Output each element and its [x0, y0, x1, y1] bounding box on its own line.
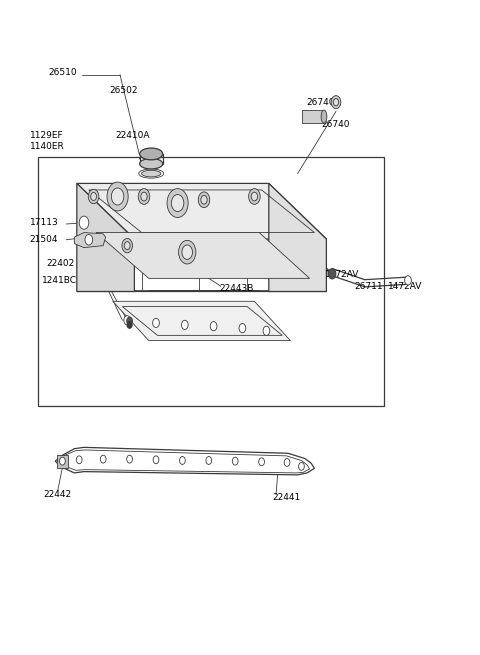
Text: 1129EF: 1129EF — [30, 131, 63, 140]
Text: 17113: 17113 — [30, 218, 59, 227]
Circle shape — [180, 457, 185, 464]
Bar — [302, 110, 324, 123]
Circle shape — [122, 238, 132, 253]
Text: 1241BC: 1241BC — [42, 276, 77, 285]
Bar — [57, 455, 68, 468]
Circle shape — [284, 458, 290, 466]
Text: 26502: 26502 — [109, 86, 138, 95]
Text: 26740B: 26740B — [306, 98, 341, 107]
Text: 22410A: 22410A — [115, 131, 150, 140]
Text: 1472AV: 1472AV — [325, 270, 360, 279]
Circle shape — [88, 189, 99, 204]
Circle shape — [124, 316, 131, 325]
Text: 26510: 26510 — [48, 68, 77, 77]
Circle shape — [331, 96, 341, 109]
Circle shape — [333, 99, 339, 106]
Circle shape — [107, 182, 128, 211]
Ellipse shape — [139, 169, 164, 178]
Text: 22441: 22441 — [273, 493, 301, 502]
Text: 1140ER: 1140ER — [30, 142, 64, 151]
Text: 22442: 22442 — [43, 490, 72, 499]
Circle shape — [167, 189, 188, 217]
Circle shape — [239, 324, 246, 333]
Circle shape — [251, 192, 258, 201]
Circle shape — [299, 462, 304, 470]
Circle shape — [179, 240, 196, 264]
Circle shape — [198, 192, 210, 208]
Ellipse shape — [140, 148, 163, 160]
Text: 26740: 26740 — [322, 120, 350, 129]
Circle shape — [249, 189, 260, 204]
Circle shape — [153, 318, 159, 328]
Circle shape — [210, 322, 217, 331]
Circle shape — [405, 276, 411, 285]
Circle shape — [182, 245, 192, 259]
Circle shape — [263, 326, 270, 335]
Text: 22443B: 22443B — [220, 284, 254, 293]
Circle shape — [91, 193, 96, 200]
Circle shape — [201, 195, 207, 204]
Circle shape — [85, 234, 93, 245]
Text: 21504: 21504 — [30, 235, 58, 244]
Circle shape — [141, 192, 147, 201]
Circle shape — [206, 457, 212, 464]
Polygon shape — [113, 301, 290, 341]
Text: 22402: 22402 — [47, 259, 75, 269]
Ellipse shape — [321, 110, 327, 123]
Text: 26711: 26711 — [354, 282, 383, 291]
Ellipse shape — [142, 170, 161, 177]
Polygon shape — [74, 233, 106, 248]
Polygon shape — [77, 183, 134, 291]
Bar — [38, 157, 384, 406]
Circle shape — [127, 317, 132, 325]
Text: 1472AV: 1472AV — [388, 282, 422, 291]
Circle shape — [76, 456, 82, 464]
Circle shape — [181, 320, 188, 329]
Circle shape — [232, 457, 238, 465]
Ellipse shape — [140, 159, 163, 169]
Circle shape — [124, 242, 130, 250]
Circle shape — [171, 195, 184, 212]
Polygon shape — [55, 447, 314, 475]
Circle shape — [153, 456, 159, 464]
Circle shape — [100, 455, 106, 463]
Polygon shape — [77, 183, 326, 239]
Polygon shape — [96, 233, 310, 278]
Circle shape — [111, 188, 124, 205]
Circle shape — [127, 322, 132, 328]
Circle shape — [79, 216, 89, 229]
Circle shape — [259, 458, 264, 466]
Polygon shape — [269, 183, 326, 291]
Circle shape — [328, 269, 336, 279]
Circle shape — [60, 457, 65, 465]
Circle shape — [127, 455, 132, 463]
Circle shape — [138, 189, 150, 204]
